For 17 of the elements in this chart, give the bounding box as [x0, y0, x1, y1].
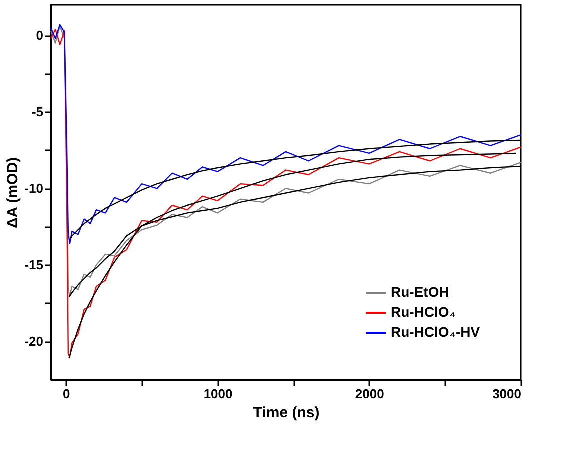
y-tick-label: 0	[36, 28, 44, 44]
y-tick-label: -5	[32, 104, 44, 120]
y-axis-title: ΔA (mOD)	[4, 157, 22, 229]
legend-label: Ru-EtOH	[391, 284, 450, 300]
line-series	[50, 24, 522, 244]
y-tick-label: -10	[24, 181, 44, 196]
x-tick-label: 0	[63, 386, 70, 402]
line-series	[50, 28, 522, 358]
x-tick-label: 3000	[492, 386, 522, 402]
legend-label: Ru-HClO₄-HV	[391, 324, 481, 340]
line-series	[68, 152, 518, 360]
x-tick-label: 1000	[204, 386, 233, 402]
y-tick-label: -20	[24, 334, 44, 350]
legend-label: Ru-HClO₄	[391, 304, 456, 320]
y-tick-label: -15	[24, 258, 44, 273]
x-axis-title: Time (ns)	[253, 404, 320, 422]
x-tick-label: 2000	[355, 386, 384, 402]
